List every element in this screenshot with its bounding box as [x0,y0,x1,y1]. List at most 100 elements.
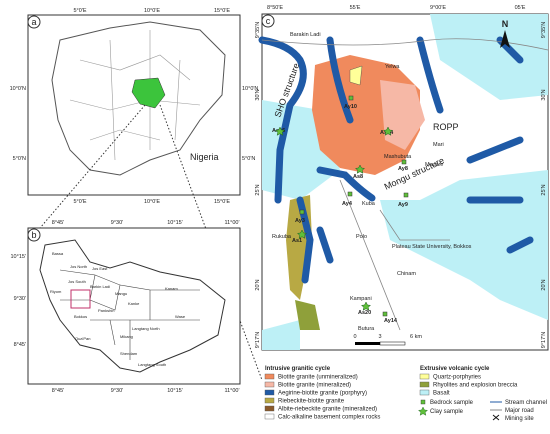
swatch [419,389,430,396]
legend-label: Biotite granite (unmineralized) [278,375,358,381]
swatch [264,373,275,380]
tick: 15°0'E [214,199,230,205]
legend-title: Intrusive granitic cycle [265,366,331,372]
panel-badge [261,14,275,28]
panel-b: b 8°45' 9°30' 10°15' 11°00' 8°45' 9°30' … [11,220,241,394]
sample: Ay3 [295,218,305,224]
tick: 10°0'E [144,199,160,205]
sample: As20 [358,310,371,316]
lga: Bassa [52,251,64,256]
tick: 10°15' [167,220,183,226]
panel-label: a [31,17,36,27]
place: Mazare [425,162,443,168]
bedrock-markers [299,95,409,317]
lga: Jos South [68,279,86,284]
clay-sample [354,164,366,174]
rhyolites [295,300,320,330]
tick: 10°15' [167,388,183,394]
tick: 9°00'E [430,5,446,11]
clay-sample [296,229,308,239]
basalt [262,14,548,350]
country-label: Nigeria [190,152,219,162]
panel-c: c 8°50'E 55'E 9°00'E 05'E 9°35'N 30'N 25… [255,5,549,351]
legend-label: Bedrock sample [430,400,474,406]
legend-label: Stream channel [505,400,547,406]
lga: Kanke [128,301,140,306]
legend-label: Quartz-porphyries [433,375,481,381]
scale-label: 6 km [410,334,422,340]
bedrock-sample [299,209,305,215]
tick: 30'N [255,89,261,100]
lga: Wase [175,314,186,319]
place: Rukuba [272,234,292,240]
place: Kampani [350,296,372,302]
tick: 10°0'N [242,86,258,92]
legend-label: Major road [505,408,534,414]
tick: 10°15' [11,254,27,260]
panel-badge [27,15,41,29]
legend-label: Riebeckite-biotite granite [278,399,345,405]
legend-label: Aegirine-biotite granite (porphyry) [278,391,367,397]
tick: 9°30' [111,220,123,226]
legend: Intrusive granitic cycle Biotite granite… [264,366,547,422]
tick: 11°00' [224,220,239,226]
tick: 15°0'E [214,8,230,14]
swatch [419,381,430,388]
tick: 9°35'N [541,22,547,38]
place: Plateau State University, Bokkos [392,244,472,250]
lga: Barkin Ladi [90,284,110,289]
bedrock-sample [348,95,354,101]
swatch [418,406,428,416]
legend-label: Calc-alkaline basement complex rocks [278,415,380,421]
bedrock-sample [382,311,388,317]
quartz-porphyry [349,65,363,86]
sample: As8 [353,174,363,180]
panel-a: a Nigeria 5°0'E 10°0'E 15°0'E 5°0'E 10°0… [10,8,259,205]
lga: Riyom [50,289,62,294]
swatch [492,414,500,421]
sample: Ay8 [398,166,408,172]
scale-label: 0 [353,334,356,340]
clay-sample [382,126,394,136]
lat-ticks: 9°35'N 30'N 25'N 20'N 9°17'N 9°35'N 30'N… [255,22,547,348]
legend-label: Basalt [433,391,450,397]
panel-badge [27,228,41,242]
north-arrow [500,30,510,48]
tick: 8°50'E [267,5,283,11]
swatch [264,389,275,396]
tick: 20'N [541,279,547,290]
clay-sample [274,126,286,136]
legend-label: Rhyolites and explosion breccia [433,383,518,389]
tick: 10°0'E [144,8,160,14]
place: Chinam [397,271,416,277]
tick: 25'N [255,184,261,195]
tick: 8°45' [52,220,64,226]
legend-label: Biotite granite (mineralized) [278,383,351,389]
tick: 9°30' [111,388,123,394]
swatch [264,381,275,388]
tick: 9°30' [14,296,26,302]
aegirine-granite [258,36,534,284]
biotite-granite-mineralized [380,80,425,150]
sample: Ay10 [344,104,357,110]
plateau-state [131,77,166,109]
bedrock-sample [401,159,407,165]
state-outline [39,239,226,373]
swatch [264,413,275,420]
state-borders [69,30,201,161]
tick: 5°0'E [73,199,86,205]
tick: 10°0'N [10,86,26,92]
tick: 5°0'N [242,156,255,162]
swatch [264,397,275,404]
swatch [419,373,430,380]
scale-label: 3 [378,334,381,340]
tick: 5°0'E [73,8,86,14]
study-area-box [70,289,91,309]
sample: Ay4 [342,201,353,207]
tick: 25'N [541,184,547,195]
lga-labels: Bassa Jos North Jos East Jos South Riyom… [50,251,186,367]
lga: Shendam [120,351,138,356]
tick: 11°00' [224,388,239,394]
lga: Pankshin [98,308,114,313]
